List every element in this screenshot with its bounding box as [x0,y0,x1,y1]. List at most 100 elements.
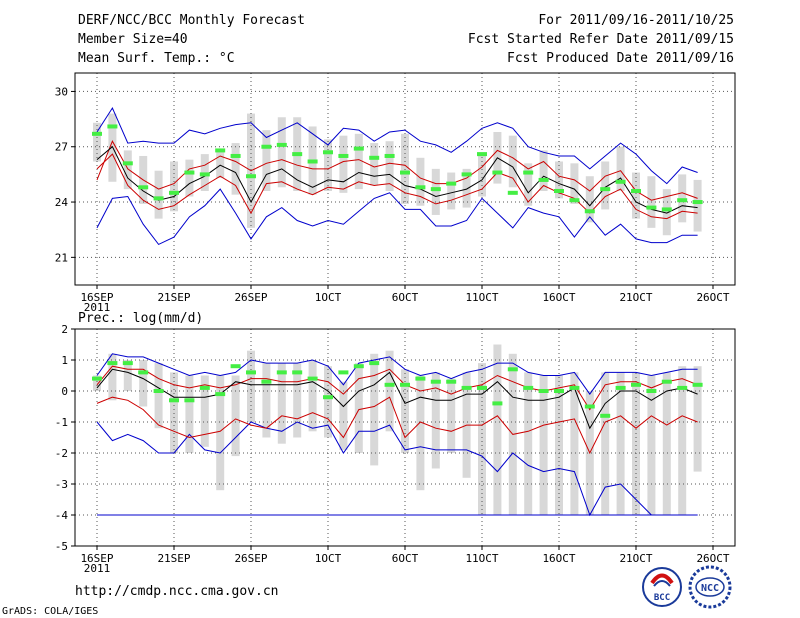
produced-date: Fcst Produced Date 2011/09/16 [507,51,734,66]
temp-lower-line [96,153,698,220]
prec-mean-line [96,368,698,430]
bcc-logo: BCC [642,567,682,607]
prec-spread-box [401,369,409,453]
temp-obs-mark [92,131,102,136]
prec-spread-box [616,372,625,515]
refer-date: Fcst Started Refer Date 2011/09/15 [468,32,734,47]
temp-xtick-label: 21OCT [619,291,652,304]
temp-obs-mark [276,142,287,147]
temp-obs-mark [430,187,441,192]
prec-spread-box [139,360,148,407]
prec-spread-box [662,372,671,515]
prec-ytick-label: 0 [61,385,68,398]
prec-ytick-label: 1 [61,354,68,367]
temp-obs-mark [107,124,118,129]
prec-obs-mark [292,370,303,375]
prec-obs-mark [199,385,210,390]
temp-spread-box [431,168,440,215]
prec-obs-mark [323,395,333,400]
prec-xtick-label: 21SEP [157,552,190,565]
temp-xtick-label: 6OCT [392,291,419,304]
prec-spread-box [632,372,640,515]
prec-xtick-label: 1OCT [315,552,342,565]
prec-xtick-label: 16SEP [80,552,113,565]
prec-obs-mark [353,364,364,369]
temp-spread-box [524,163,533,206]
prec-ytick-label: -3 [55,478,68,491]
chart-title: DERF/NCC/BCC Monthly Forecast [78,13,305,28]
member-size: Member Size=40 [78,32,188,47]
prec-ytick-label: -1 [55,416,68,429]
temp-ytick-label: 27 [55,141,68,154]
temp-obs-mark [122,161,133,166]
temp-spread-box [216,150,225,179]
temp-spread-box [601,161,610,210]
temp-xtick-sublabel: 2011 [84,301,111,314]
prec-ytick-label: 2 [61,323,68,336]
prec-spread-box [93,375,101,391]
prec-min-line [96,421,698,517]
temp-ytick-label: 30 [55,85,68,98]
prec-obs-mark [631,382,641,387]
temp-obs-mark [646,205,657,210]
prec-obs-mark [430,379,441,384]
prec-spread-box [170,372,178,453]
temp-max-line [96,188,698,246]
prec-spread-box [185,375,194,453]
prec-spread-box [647,375,656,515]
temp-obs-mark [692,200,703,205]
temp-spread-box [339,135,348,193]
temp-obs-mark [169,190,179,195]
temp-obs-mark [523,170,534,175]
prec-xtick-label: 26SEP [234,552,267,565]
temp-spread-box [277,117,286,188]
prec-xtick-label: 6OCT [392,552,419,565]
prec-obs-mark [461,385,472,390]
temp-spread-box [462,168,471,208]
temp-obs-mark [353,146,364,151]
temp-obs-mark [415,185,426,190]
prec-obs-mark [107,361,118,366]
temp-obs-mark [369,155,380,160]
temp-obs-mark [199,172,210,177]
prec-lower-line [96,396,698,455]
temp-obs-mark [461,172,472,177]
prec-obs-mark [369,361,380,366]
temp-obs-mark [323,150,333,155]
prec-spread-box [262,363,271,438]
precip-title: Prec.: log(mm/d) [78,311,203,326]
prec-obs-mark [122,361,133,366]
prec-obs-mark [276,370,287,375]
prec-obs-mark [600,413,611,418]
temp-obs-mark [615,179,626,184]
prec-spread-box [339,381,348,450]
prec-obs-mark [584,404,595,409]
temp-spread-box [555,161,563,199]
prec-obs-mark [677,385,688,390]
prec-obs-mark [646,389,657,393]
prec-obs-mark [554,389,564,393]
prec-obs-mark [492,401,503,406]
prec-spread-box [570,372,579,515]
temp-obs-mark [307,159,318,164]
temp-obs-mark [477,152,487,157]
prec-spread-box [493,344,502,515]
temp-spread-box [478,154,486,197]
prec-obs-mark [169,398,179,403]
prec-spread-box [123,360,132,391]
prec-spread-box [277,363,286,444]
temp-obs-mark [338,153,349,158]
temp-obs-mark [492,170,503,175]
prec-xtick-label: 11OCT [465,552,498,565]
source-url[interactable]: http://cmdp.ncc.cma.gov.cn [75,584,279,599]
temp-obs-mark [184,170,195,175]
temp-xtick-label: 16OCT [542,291,575,304]
prec-obs-mark [92,376,102,381]
prec-spread-box [478,363,486,515]
temp-obs-mark [584,209,595,214]
bcc-logo-text: BCC [654,593,670,603]
temp-spread-box [539,150,548,191]
